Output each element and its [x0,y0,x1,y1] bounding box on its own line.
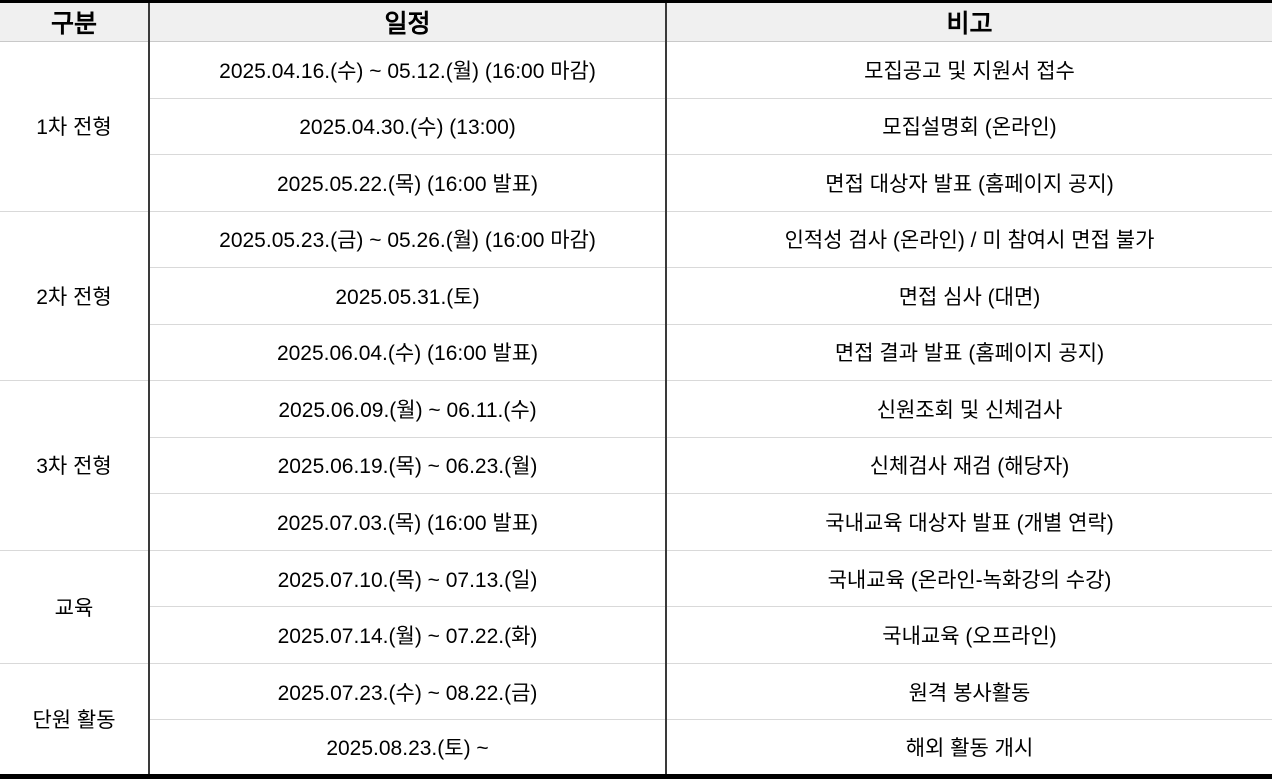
schedule-cell: 2025.06.04.(수) (16:00 발표) [148,324,666,382]
note-cell: 원격 봉사활동 [665,663,1272,721]
schedule-cell: 2025.05.31.(토) [148,267,666,325]
category-cell-group-5: 단원 활동 [0,663,149,778]
column-header-note: 비고 [665,1,1272,42]
schedule-cell: 2025.07.10.(목) ~ 07.13.(일) [148,550,666,608]
category-cell-group-3: 3차 전형 [0,380,149,551]
category-cell-group-2: 2차 전형 [0,211,149,382]
note-cell: 해외 활동 개시 [665,719,1272,779]
schedule-cell: 2025.04.30.(수) (13:00) [148,98,666,156]
table-row: 교육 2025.07.10.(목) ~ 07.13.(일) 국내교육 (온라인-… [0,550,1272,664]
category-cell-group-4: 교육 [0,550,149,664]
table-row: 2025.06.04.(수) (16:00 발표) 면접 결과 발표 (홈페이지… [0,324,1272,382]
note-cell: 모집설명회 (온라인) [665,98,1272,156]
schedule-cell: 2025.07.23.(수) ~ 08.22.(금) [148,663,666,721]
table-row: 단원 활동 2025.07.23.(수) ~ 08.22.(금) 원격 봉사활동 [0,663,1272,778]
schedule-cell: 2025.06.09.(월) ~ 06.11.(수) [148,380,666,438]
note-cell: 국내교육 (오프라인) [665,606,1272,664]
table-row: 1차 전형 2025.04.16.(수) ~ 05.12.(월) (16:00 … [0,41,1272,212]
schedule-cell: 2025.08.23.(토) ~ [148,719,666,779]
note-cell: 인적성 검사 (온라인) / 미 참여시 면접 불가 [665,211,1272,269]
table-row: 2025.08.23.(토) ~ 해외 활동 개시 [0,719,1272,779]
note-cell: 신원조회 및 신체검사 [665,380,1272,438]
note-cell: 신체검사 재검 (해당자) [665,437,1272,495]
header-row: 구분 일정 비고 [0,1,1272,42]
note-cell: 면접 대상자 발표 (홈페이지 공지) [665,154,1272,212]
table-row: 2025.05.31.(토) 면접 심사 (대면) [0,267,1272,325]
schedule-cell: 2025.05.23.(금) ~ 05.26.(월) (16:00 마감) [148,211,666,269]
table-row: 2025.05.22.(목) (16:00 발표) 면접 대상자 발표 (홈페이… [0,154,1272,212]
schedule-cell: 2025.04.16.(수) ~ 05.12.(월) (16:00 마감) [148,41,666,99]
note-cell: 면접 결과 발표 (홈페이지 공지) [665,324,1272,382]
schedule-cell: 2025.07.14.(월) ~ 07.22.(화) [148,606,666,664]
table-row: 2025.04.30.(수) (13:00) 모집설명회 (온라인) [0,98,1272,156]
table-row: 2025.07.03.(목) (16:00 발표) 국내교육 대상자 발표 (개… [0,493,1272,551]
note-cell: 국내교육 대상자 발표 (개별 연락) [665,493,1272,551]
note-cell: 면접 심사 (대면) [665,267,1272,325]
note-cell: 국내교육 (온라인-녹화강의 수강) [665,550,1272,608]
table-row: 3차 전형 2025.06.09.(월) ~ 06.11.(수) 신원조회 및 … [0,380,1272,551]
table-row: 2차 전형 2025.05.23.(금) ~ 05.26.(월) (16:00 … [0,211,1272,382]
schedule-cell: 2025.06.19.(목) ~ 06.23.(월) [148,437,666,495]
table-row: 2025.07.14.(월) ~ 07.22.(화) 국내교육 (오프라인) [0,606,1272,664]
note-cell: 모집공고 및 지원서 접수 [665,41,1272,99]
column-header-category: 구분 [0,1,149,42]
schedule-cell: 2025.05.22.(목) (16:00 발표) [148,154,666,212]
schedule-cell: 2025.07.03.(목) (16:00 발표) [148,493,666,551]
category-cell-group-1: 1차 전형 [0,41,149,212]
column-header-schedule: 일정 [148,1,666,42]
table-row: 2025.06.19.(목) ~ 06.23.(월) 신체검사 재검 (해당자) [0,437,1272,495]
